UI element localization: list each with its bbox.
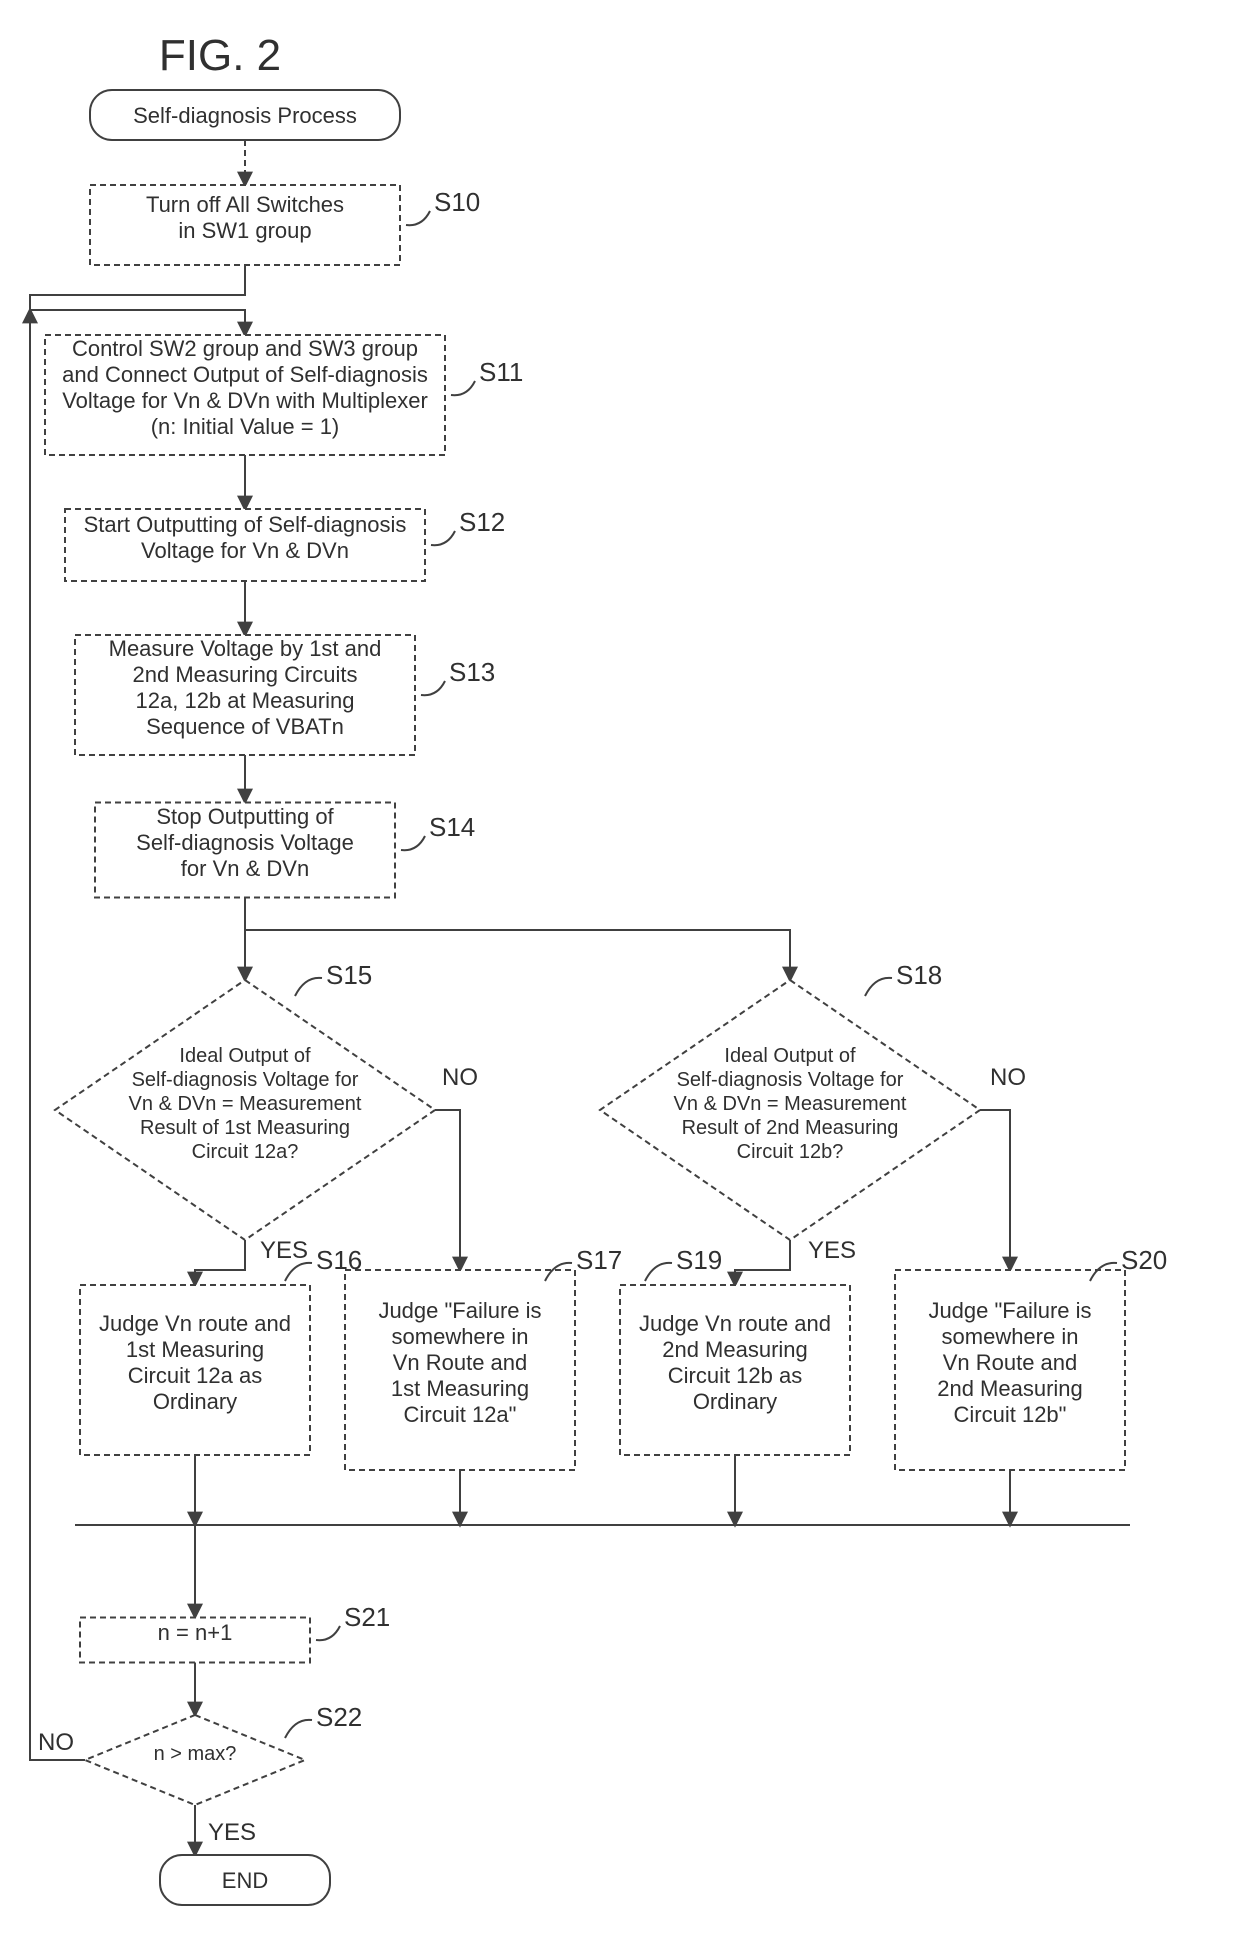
- flowchart-diagram: FIG. 2Self-diagnosis ProcessENDTurn off …: [0, 0, 1240, 1954]
- step-tag: S16: [316, 1245, 362, 1275]
- edge-label: NO: [442, 1064, 478, 1091]
- step-tag: S14: [429, 812, 475, 842]
- edge-label: YES: [808, 1237, 856, 1264]
- start-label: Self-diagnosis Process: [133, 103, 357, 128]
- step-tag: S11: [479, 357, 523, 387]
- edge-label: YES: [208, 1819, 256, 1846]
- step-tag: S19: [676, 1245, 722, 1275]
- process-s21-text: n = n+1: [158, 1620, 233, 1645]
- end-label: END: [222, 1868, 268, 1893]
- step-tag: S12: [459, 507, 505, 537]
- process-s13-text: Measure Voltage by 1st and2nd Measuring …: [109, 636, 382, 739]
- step-tag: S22: [316, 1702, 362, 1732]
- step-tag: S17: [576, 1245, 622, 1275]
- decision-s22-text: n > max?: [154, 1743, 237, 1765]
- step-tag: S13: [449, 657, 495, 687]
- step-tag: S21: [344, 1602, 390, 1632]
- step-tag: S15: [326, 960, 372, 990]
- step-tag: S10: [434, 187, 480, 217]
- edge-label: YES: [260, 1237, 308, 1264]
- edge-label: NO: [38, 1729, 74, 1756]
- figure-title: FIG. 2: [159, 31, 281, 80]
- step-tag: S20: [1121, 1245, 1167, 1275]
- step-tag: S18: [896, 960, 942, 990]
- edge-label: NO: [990, 1064, 1026, 1091]
